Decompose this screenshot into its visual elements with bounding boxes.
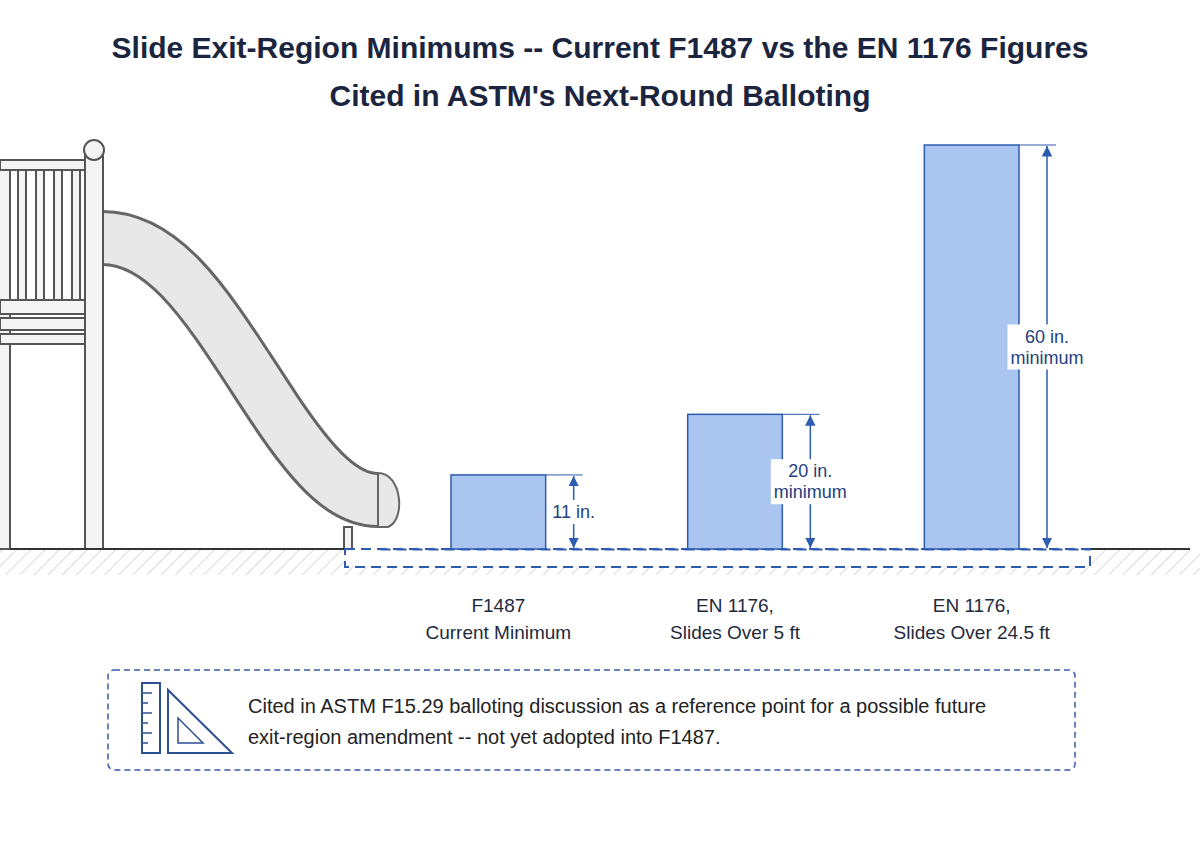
bar — [451, 475, 546, 549]
slide-baluster — [54, 170, 62, 300]
note-text-line: exit-region amendment -- not yet adopted… — [248, 726, 721, 748]
dimension-extension — [546, 474, 583, 475]
value-label-group: 20 in.minimum — [771, 459, 850, 504]
x-axis-line — [381, 549, 1091, 551]
value-label-background — [549, 500, 598, 524]
slide-post-cap — [84, 140, 104, 160]
chart-svg: Slide Exit-Region Minimums -- Current F1… — [0, 0, 1200, 864]
value-label: 11 in. — [552, 502, 595, 522]
icon-triangle — [168, 690, 232, 753]
slide-lip — [378, 473, 399, 527]
slide-baluster — [72, 170, 80, 300]
note-text: Cited in ASTM F15.29 balloting discussio… — [248, 695, 986, 748]
x-tick-label-line: Current Minimum — [425, 622, 571, 643]
ground-hatch — [0, 549, 1200, 575]
icon-ruler-tick — [142, 722, 148, 724]
icon-triangle-inner — [178, 718, 203, 743]
x-tick-label: F1487 Current Minimum — [425, 595, 571, 643]
slide-chute — [100, 238, 378, 500]
x-tick-label-line: Slides Over 24.5 ft — [894, 622, 1051, 643]
x-tick-label-line: EN 1176, — [696, 595, 774, 616]
value-label-line: minimum — [1010, 348, 1083, 368]
note-icon — [142, 683, 232, 753]
value-label: 60 in.minimum — [1010, 327, 1083, 368]
slide-deck — [0, 300, 92, 314]
value-label-line: minimum — [774, 482, 847, 502]
note-text-line: Cited in ASTM F15.29 balloting discussio… — [248, 695, 986, 717]
value-label-background — [1007, 325, 1086, 370]
chart-root: Slide Exit-Region Minimums -- Current F1… — [0, 0, 1200, 864]
ground-line — [1090, 548, 1190, 550]
x-tick: EN 1176, Slides Over 5 ft — [670, 549, 801, 643]
icon-ruler-tick — [142, 692, 152, 694]
icon-ruler-tick — [142, 742, 148, 744]
dimension-extension — [1019, 145, 1056, 146]
slide-baluster — [18, 170, 26, 300]
value-label-line: 60 in. — [1025, 327, 1069, 347]
x-tick-label-line: F1487 — [471, 595, 525, 616]
bar — [688, 414, 783, 549]
value-label-background — [771, 459, 850, 504]
bar — [924, 145, 1019, 549]
dimension-extension — [782, 414, 819, 415]
x-tick: EN 1176, Slides Over 24.5 ft — [894, 549, 1051, 643]
slide-post — [85, 155, 103, 549]
icon-ruler-tick — [142, 732, 152, 734]
value-label-line: 20 in. — [788, 461, 832, 481]
icon-ruler-tick — [142, 702, 148, 704]
value-label-group: 11 in. — [549, 500, 598, 524]
slide-post — [0, 160, 10, 549]
chart-title: Slide Exit-Region Minimums -- Current F1… — [112, 31, 1089, 112]
x-tick-label-line: EN 1176, — [933, 595, 1011, 616]
x-tick-label-line: Slides Over 5 ft — [670, 622, 801, 643]
value-label: 20 in.minimum — [774, 461, 847, 502]
x-axis: F1487 Current Minimum EN 1176, Slides Over … — [381, 549, 1091, 643]
slide-chute-edge — [100, 238, 378, 500]
slide-rail — [0, 160, 90, 170]
slide-baluster — [36, 170, 44, 300]
slide-deck — [0, 318, 92, 330]
plot-area — [451, 145, 1056, 549]
x-tick: F1487 Current Minimum — [425, 549, 571, 643]
note-box: Cited in ASTM F15.29 balloting discussio… — [108, 670, 1075, 770]
x-tick-label: EN 1176, Slides Over 24.5 ft — [894, 595, 1051, 643]
ground-line — [10, 548, 345, 550]
value-labels: 11 in.20 in.minimum60 in.minimum — [549, 325, 1086, 524]
x-tick-label: EN 1176, Slides Over 5 ft — [670, 595, 801, 643]
icon-ruler-tick — [142, 712, 152, 714]
value-label-line: 11 in. — [552, 502, 595, 522]
chart-title-line: Slide Exit-Region Minimums -- Current F1… — [112, 31, 1089, 64]
value-label-group: 60 in.minimum — [1007, 325, 1086, 370]
chart-title-line: Cited in ASTM's Next-Round Balloting — [330, 79, 871, 112]
note-frame — [108, 670, 1075, 770]
slide-illustration — [0, 140, 399, 549]
slide-deck — [0, 334, 92, 344]
slide-leg — [344, 527, 352, 549]
exit-region — [345, 549, 1090, 567]
icon-ruler — [142, 683, 160, 753]
